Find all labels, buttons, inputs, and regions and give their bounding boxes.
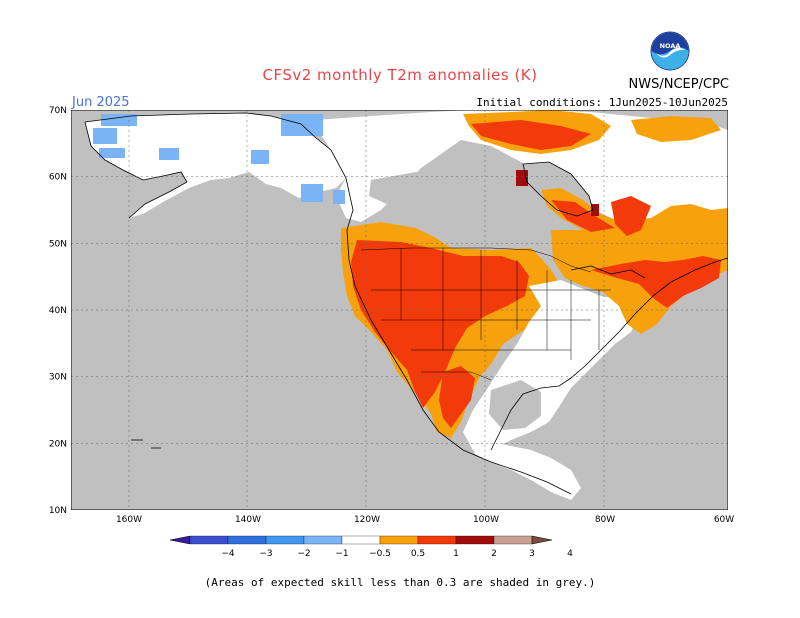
colorbar-segment <box>379 535 419 545</box>
colorbar-segment <box>265 535 305 545</box>
mexico-hot <box>439 366 475 428</box>
labrador-hot <box>611 196 651 236</box>
lat-label: 70N <box>49 106 67 116</box>
lat-label: 50N <box>49 239 67 249</box>
grey-central-canada <box>369 172 441 206</box>
colorbar-segment <box>341 535 381 545</box>
northeast-hot <box>591 256 721 308</box>
colorbar-label: −0.5 <box>369 549 391 559</box>
lat-label: 10N <box>49 506 67 516</box>
agency-label: NWS/NCEP/CPC <box>628 77 729 92</box>
lat-label: 40N <box>49 306 67 316</box>
colorbar-segment <box>227 535 267 545</box>
colorbar: −4 −3 −2 −1 −0.5 0.5 1 2 3 4 <box>170 535 573 559</box>
quebec-hot <box>551 200 615 232</box>
western-hot-core <box>351 240 529 408</box>
colorbar-label: 0.5 <box>411 549 425 559</box>
footnote: (Areas of expected skill less than 0.3 a… <box>204 576 596 589</box>
colorbar-max-arrow <box>531 535 553 545</box>
lon-label: 140W <box>235 515 261 525</box>
anomaly-map <box>71 110 728 510</box>
lon-label: 60W <box>714 515 734 525</box>
noaa-logo-text: NOAA <box>660 42 681 50</box>
colorbar-label: 2 <box>491 549 497 559</box>
colorbar-label: −3 <box>259 549 272 559</box>
lat-label: 60N <box>49 173 67 183</box>
lon-label: 120W <box>354 515 380 525</box>
arctic-hot <box>471 120 591 150</box>
colorbar-segment <box>493 535 533 545</box>
quebec-dark-red <box>591 204 599 216</box>
lat-label: 30N <box>49 373 67 383</box>
colorbar-label: −2 <box>297 549 310 559</box>
map-title: CFSv2 monthly T2m anomalies (K) <box>262 66 538 84</box>
lon-label: 160W <box>116 515 142 525</box>
colorbar-label: −1 <box>335 549 348 559</box>
colorbar-label: −4 <box>221 549 235 559</box>
alaska-land <box>85 113 346 218</box>
lon-label: 80W <box>595 515 615 525</box>
colorbar-label: 3 <box>529 549 535 559</box>
noaa-logo-icon: NOAA <box>650 31 690 71</box>
forecast-month: Jun 2025 <box>72 95 130 110</box>
graticule <box>71 110 728 510</box>
colorbar-segment <box>455 535 495 545</box>
lat-label: 20N <box>49 439 67 449</box>
lon-label: 100W <box>473 515 499 525</box>
colorbar-segment <box>189 535 229 545</box>
initial-conditions: Initial conditions: 1Jun2025-10Jun2025 <box>476 96 728 109</box>
colorbar-label: 4 <box>567 549 573 559</box>
colorbar-segment <box>417 535 457 545</box>
colorbar-min-arrow <box>170 535 191 545</box>
colorbar-segment <box>303 535 343 545</box>
colorbar-label: 1 <box>453 549 459 559</box>
coastlines <box>84 112 728 495</box>
baffin-warm <box>631 116 721 142</box>
